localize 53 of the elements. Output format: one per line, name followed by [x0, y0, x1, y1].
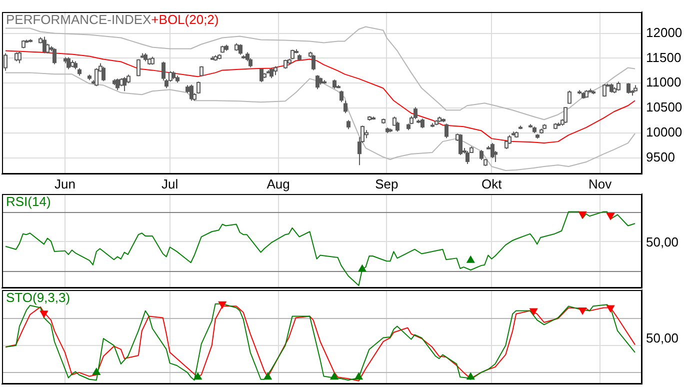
candlestick	[122, 76, 126, 92]
point	[466, 372, 475, 380]
candlestick	[190, 84, 194, 102]
point	[606, 212, 614, 220]
candlestick	[466, 150, 470, 165]
point	[40, 310, 48, 318]
candlestick	[340, 90, 344, 103]
point	[92, 368, 100, 375]
y-tick-label: 11500	[646, 50, 682, 65]
x-tick-label: Jul	[162, 176, 178, 192]
text: 50,00	[646, 330, 679, 346]
y-tick-label: 10000	[646, 124, 682, 140]
point	[218, 301, 226, 308]
candlestick	[458, 134, 462, 156]
point	[354, 372, 363, 380]
candlestick	[260, 68, 264, 83]
point	[578, 308, 587, 315]
x-tick-label: Nov	[588, 176, 612, 192]
candlestick	[312, 54, 316, 71]
y-tick-label: 9500	[646, 150, 675, 165]
candlestick	[490, 142, 494, 159]
point	[264, 372, 272, 380]
point	[194, 372, 202, 380]
candlestick	[102, 66, 106, 82]
chart-title: RSI(14)	[6, 194, 51, 210]
x-tick-label: Sep	[375, 176, 398, 192]
candlestick	[238, 44, 242, 56]
chart-title: STO(9,3,3)	[6, 290, 70, 306]
y-tick-label: 12000	[646, 24, 682, 40]
point	[530, 308, 538, 316]
candlestick	[270, 68, 274, 79]
candlestick	[116, 78, 120, 91]
y-tick-label: 11000	[646, 74, 682, 90]
candlestick	[414, 106, 418, 120]
point	[606, 305, 614, 312]
candlestick	[52, 48, 56, 65]
candlestick	[66, 56, 70, 70]
y-tick-label: 10500	[646, 100, 682, 115]
point	[578, 211, 587, 218]
chart-subtitle: +BOL(20;2)	[151, 12, 219, 27]
point	[466, 256, 475, 263]
point	[330, 372, 338, 380]
candlestick	[344, 100, 348, 114]
candlestick	[444, 123, 448, 139]
x-tick-label: Aug	[266, 176, 290, 192]
candlestick	[396, 121, 400, 132]
x-tick-label: Jun	[54, 176, 76, 192]
candlestick	[626, 82, 630, 94]
x-tick-label: Okt	[482, 176, 502, 192]
text: 50,00	[646, 234, 679, 250]
candlestick	[420, 118, 424, 129]
chart-title: PERFORMANCE-INDEX	[6, 12, 152, 27]
point	[358, 264, 366, 272]
